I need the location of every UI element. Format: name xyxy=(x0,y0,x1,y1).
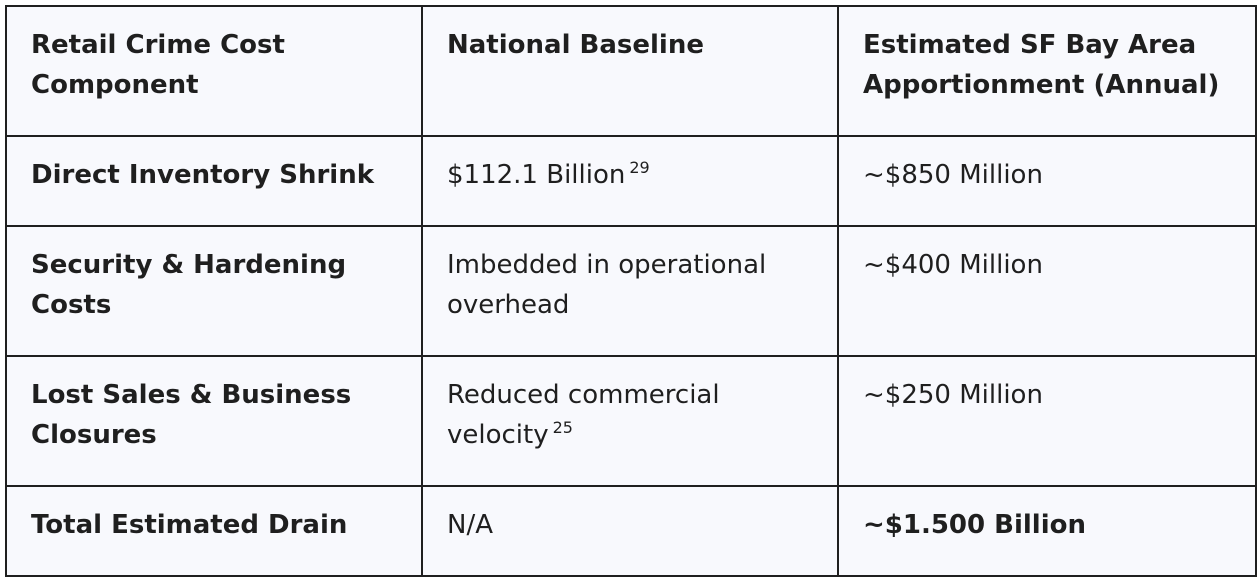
table-header-row: Retail Crime Cost Component National Bas… xyxy=(5,5,1257,137)
header-baseline: National Baseline xyxy=(421,5,839,137)
table-row: Lost Sales & Business Closures Reduced c… xyxy=(5,355,1257,487)
row-baseline: $112.1 Billion 29 xyxy=(421,135,839,227)
table-row: Direct Inventory Shrink $112.1 Billion 29… xyxy=(5,135,1257,227)
baseline-text: Reduced commercial velocity xyxy=(447,380,720,450)
cost-table: Retail Crime Cost Component National Bas… xyxy=(5,5,1257,577)
row-component: Lost Sales & Business Closures xyxy=(5,355,423,487)
header-component: Retail Crime Cost Component xyxy=(5,5,423,137)
table-row-total: Total Estimated Drain N/A ~$1.500 Billio… xyxy=(5,485,1257,577)
baseline-text: Imbedded in operational overhead xyxy=(447,250,767,320)
header-estimate: Estimated SF Bay Area Apportionment (Ann… xyxy=(837,5,1257,137)
row-estimate-total: ~$1.500 Billion xyxy=(837,485,1257,577)
footnote-ref[interactable]: 25 xyxy=(552,418,573,438)
row-component: Total Estimated Drain xyxy=(5,485,423,577)
row-component: Security & Hardening Costs xyxy=(5,225,423,357)
row-estimate: ~$850 Million xyxy=(837,135,1257,227)
table-row: Security & Hardening Costs Imbedded in o… xyxy=(5,225,1257,357)
baseline-text: $112.1 Billion xyxy=(447,160,626,190)
row-baseline: Reduced commercial velocity 25 xyxy=(421,355,839,487)
row-estimate: ~$250 Million xyxy=(837,355,1257,487)
row-component: Direct Inventory Shrink xyxy=(5,135,423,227)
row-estimate: ~$400 Million xyxy=(837,225,1257,357)
row-baseline: Imbedded in operational overhead xyxy=(421,225,839,357)
row-baseline: N/A xyxy=(421,485,839,577)
footnote-ref[interactable]: 29 xyxy=(629,158,650,178)
baseline-text: N/A xyxy=(447,510,493,540)
